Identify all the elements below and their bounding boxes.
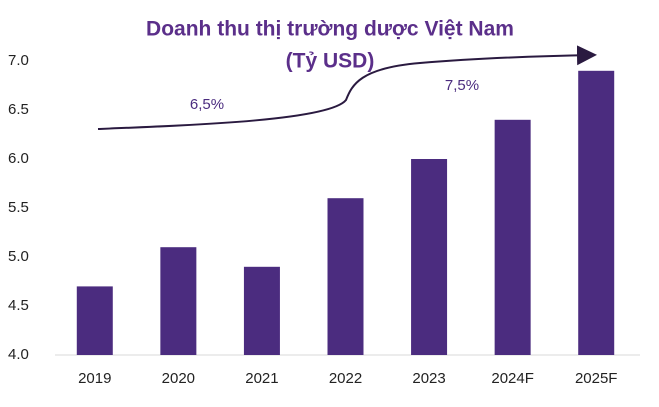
bar <box>411 159 448 355</box>
y-tick-label: 4.5 <box>8 297 29 314</box>
x-tick-label: 2020 <box>162 370 195 387</box>
bar <box>160 247 197 355</box>
x-tick-label: 2024F <box>491 370 534 387</box>
annotation: 6,5% <box>190 96 224 113</box>
bar <box>76 286 113 355</box>
y-tick-label: 5.5 <box>8 199 29 216</box>
y-tick-label: 6.0 <box>8 150 29 167</box>
x-tick-label: 2019 <box>78 370 111 387</box>
chart-subtitle: (Tỷ USD) <box>286 50 375 73</box>
annotation: 7,5% <box>445 77 479 94</box>
y-tick-label: 6.5 <box>8 101 29 118</box>
bar <box>243 266 280 355</box>
x-tick-label: 2021 <box>245 370 278 387</box>
bar <box>578 70 615 356</box>
y-tick-label: 4.0 <box>8 346 29 363</box>
growth-arrow <box>97 45 597 130</box>
x-tick-label: 2022 <box>329 370 362 387</box>
y-tick-label: 5.0 <box>8 248 29 265</box>
bar <box>327 198 364 355</box>
x-tick-label: 2023 <box>412 370 445 387</box>
x-tick-label: 2025F <box>575 370 618 387</box>
bar <box>494 119 531 355</box>
y-tick-label: 7.0 <box>8 52 29 69</box>
chart-title: Doanh thu thị trường dược Việt Nam <box>146 18 514 41</box>
